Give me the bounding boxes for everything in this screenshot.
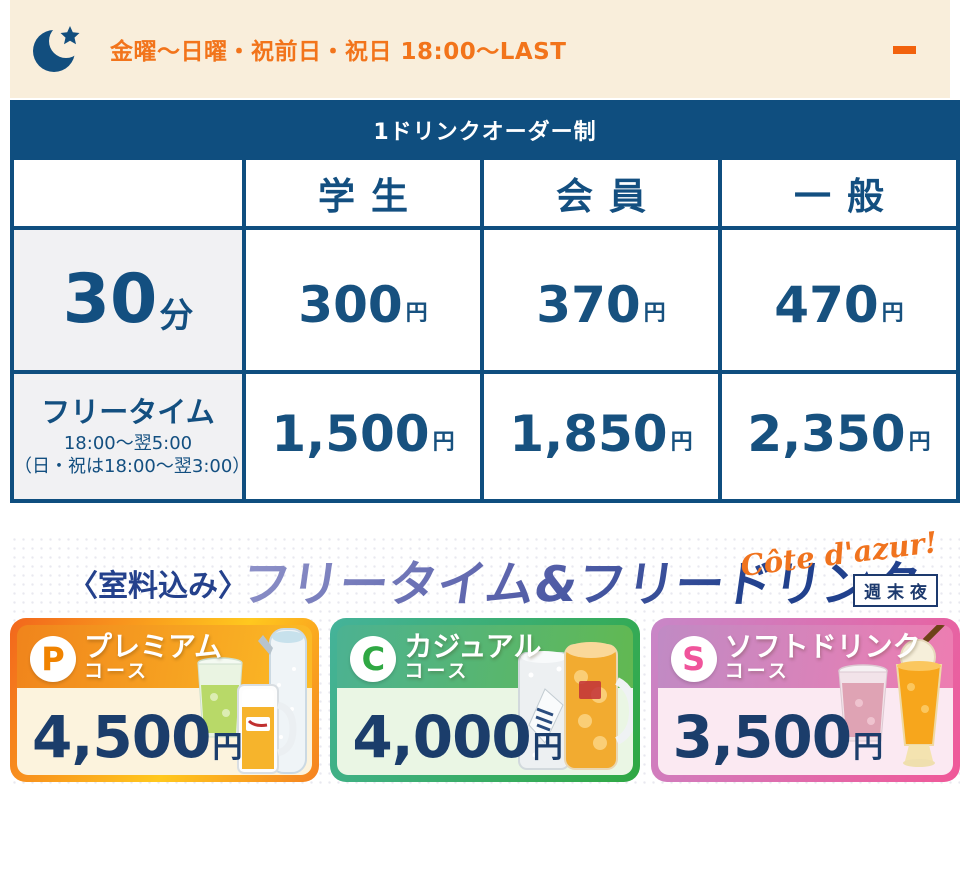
price-table: 1ドリンクオーダー制 学生 会員 一般 30 分 300 円 370 円 470 円 …: [10, 100, 960, 503]
softdrink-course-title: ソフトドリンク コース: [724, 630, 921, 683]
brand-block: Côte d'azur! 週末夜: [739, 525, 939, 607]
softdrink-price: 3,500 円: [672, 703, 884, 771]
column-header-student: 学生: [246, 160, 480, 226]
collapse-minus-button[interactable]: [893, 46, 916, 54]
premium-course-card: P プレミアム コース: [10, 618, 320, 782]
drink-order-banner: 1ドリンクオーダー制: [10, 100, 960, 160]
casual-course-card: C カジュアル コース: [330, 618, 640, 782]
casual-drinks-image: [517, 642, 633, 770]
price-30min-student: 300 円: [246, 230, 480, 370]
price-freetime-general: 2,350 円: [722, 374, 956, 499]
premium-course-title: プレミアム コース: [84, 630, 223, 683]
premium-initial-badge: P: [30, 636, 76, 682]
moon-icon: [32, 21, 84, 77]
price-freetime-member: 1,850 円: [484, 374, 718, 499]
column-header-general: 一般: [722, 160, 956, 226]
course-cards: P プレミアム コース: [10, 618, 960, 782]
price-30min-general: 470 円: [722, 230, 956, 370]
casual-initial-badge: C: [350, 636, 397, 682]
softdrink-course-card: S ソフトドリンク コース: [650, 618, 960, 782]
softdrink-drinks-image: [838, 625, 946, 767]
casual-price: 4,000 円: [352, 703, 563, 771]
casual-course-title: カジュアル コース: [404, 630, 542, 683]
row-label-30min: 30 分: [14, 230, 242, 370]
night-plan-accordion-header[interactable]: 金曜〜日曜・祝前日・祝日 18:00〜LAST: [10, 0, 950, 98]
column-header-member: 会員: [484, 160, 718, 226]
premium-price: 4,500 円: [32, 703, 243, 771]
night-plan-title: 金曜〜日曜・祝前日・祝日 18:00〜LAST: [110, 39, 567, 65]
weekend-title-row: 〈室料込み〉 フリータイム&フリードリンク Côte d'azur! 週末夜: [10, 525, 960, 617]
row-label-freetime: フリータイム 18:00〜翌5:00 （日・祝は18:00〜翌3:00）: [14, 374, 250, 499]
weekend-night-badge: 週末夜: [853, 574, 938, 607]
weekend-pack-section: 〈室料込み〉 フリータイム&フリードリンク Côte d'azur! 週末夜 P…: [10, 525, 960, 788]
premium-drinks-image: [197, 628, 308, 774]
price-30min-member: 370 円: [484, 230, 718, 370]
empty-corner-cell: [14, 160, 242, 226]
softdrink-initial-badge: S: [670, 636, 717, 682]
price-grid: 学生 会員 一般 30 分 300 円 370 円 470 円 フリータイム 18:0…: [10, 160, 960, 503]
room-fee-included-label: 〈室料込み〉: [68, 569, 248, 604]
price-freetime-student: 1,500 円: [246, 374, 480, 499]
